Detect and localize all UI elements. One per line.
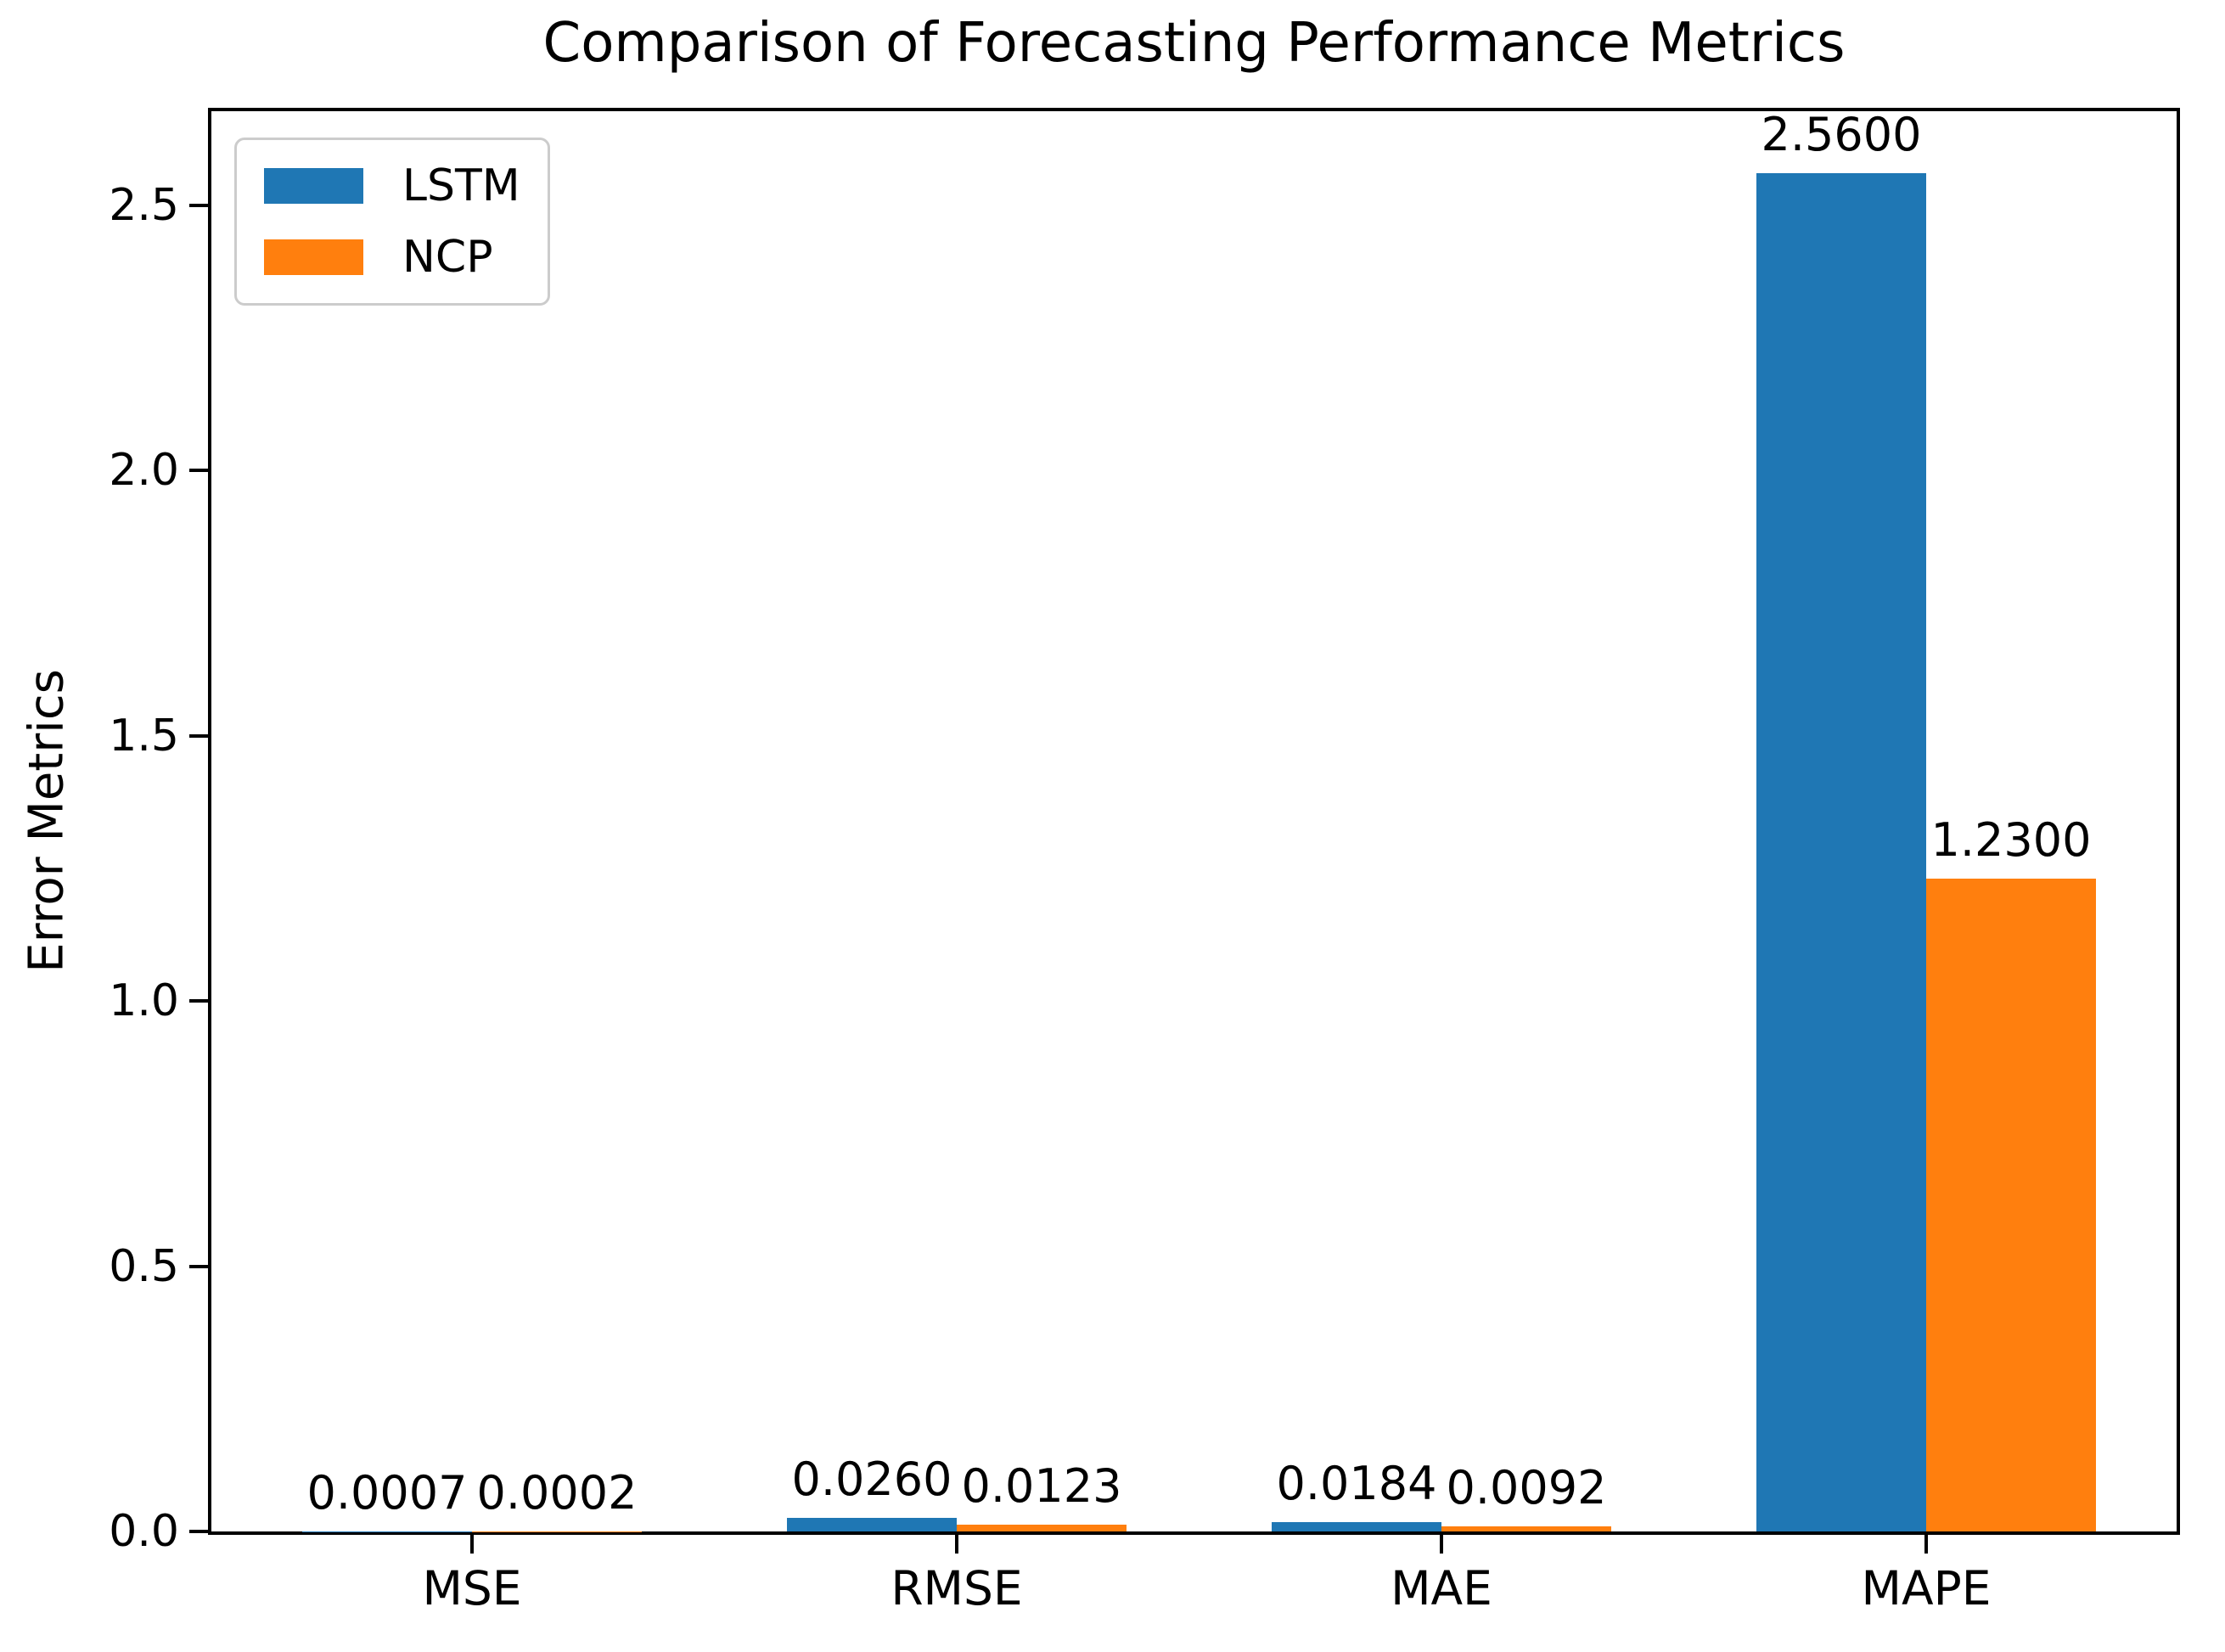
bar-value-label: 0.0184	[1276, 1456, 1437, 1510]
x-tick-label: MSE	[422, 1561, 522, 1615]
y-tick-mark	[189, 1264, 208, 1268]
legend-item-lstm: LSTM	[264, 160, 520, 211]
legend: LSTM NCP	[234, 138, 550, 306]
legend-label: LSTM	[402, 160, 520, 211]
x-tick-mark	[1440, 1535, 1443, 1554]
legend-swatch	[264, 168, 363, 204]
y-tick-mark	[189, 999, 208, 1003]
x-tick-label: MAPE	[1861, 1561, 1992, 1615]
x-tick-mark	[955, 1535, 958, 1554]
bar-value-label: 0.0123	[961, 1459, 1122, 1514]
y-tick-label: 0.0	[109, 1506, 179, 1557]
bar-lstm-mape	[1756, 173, 1926, 1531]
y-tick-mark	[189, 733, 208, 738]
y-tick-label: 1.0	[109, 975, 179, 1027]
legend-label: NCP	[402, 232, 493, 283]
y-tick-label: 2.5	[109, 179, 179, 231]
x-tick-label: MAE	[1391, 1561, 1492, 1615]
x-tick-mark	[1924, 1535, 1928, 1554]
y-tick-mark	[189, 469, 208, 473]
y-tick-label: 2.0	[109, 445, 179, 497]
bar-ncp-rmse	[957, 1525, 1127, 1531]
y-tick-label: 1.5	[109, 710, 179, 761]
bar-lstm-mae	[1272, 1521, 1441, 1531]
bar-value-label: 1.2300	[1930, 813, 2092, 868]
y-tick-mark	[189, 203, 208, 207]
x-tick-label: RMSE	[891, 1561, 1023, 1615]
bar-ncp-mae	[1441, 1526, 1611, 1531]
y-axis-label: Error Metrics	[19, 669, 75, 973]
legend-item-ncp: NCP	[264, 232, 520, 283]
y-tick-mark	[189, 1530, 208, 1533]
y-tick-label: 0.5	[109, 1240, 179, 1292]
bar-value-label: 0.0002	[476, 1465, 638, 1520]
bar-value-label: 0.0007	[306, 1465, 468, 1520]
bar-lstm-rmse	[787, 1517, 957, 1531]
bar-value-label: 0.0092	[1446, 1461, 1607, 1515]
plot-area: LSTM NCP 0.0 0.5 1.0 1.5 2.0 2.5 MSE RMSE MAE MAPE…	[109, 108, 2180, 1615]
bar-value-label: 2.5600	[1761, 108, 1922, 162]
bar-value-label: 0.0260	[791, 1452, 952, 1506]
x-tick-mark	[470, 1535, 474, 1554]
legend-swatch	[264, 239, 363, 275]
chart-title: Comparison of Forecasting Performance Me…	[542, 12, 1846, 75]
bar-ncp-mape	[1926, 879, 2096, 1531]
